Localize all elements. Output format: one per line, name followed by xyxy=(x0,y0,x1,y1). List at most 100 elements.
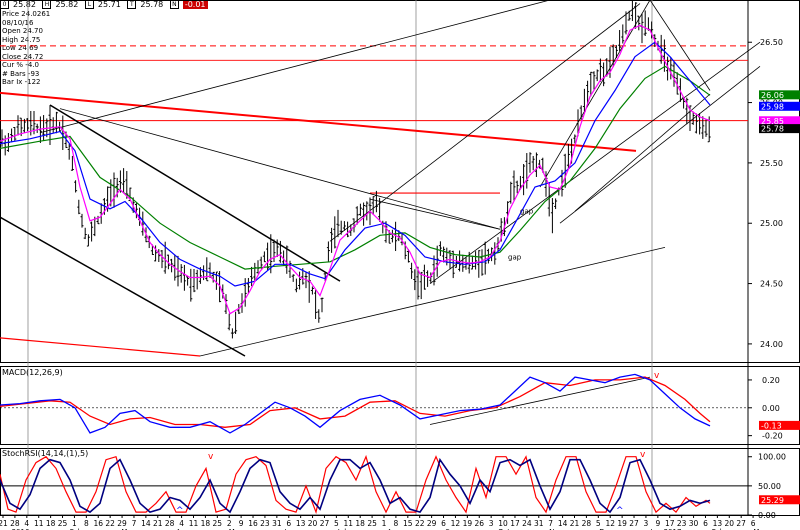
ohlc-bar xyxy=(438,241,442,256)
stochrsi-y-tick-label: 50.00 xyxy=(758,482,781,491)
macd-tag-label: -0.13 xyxy=(761,421,782,430)
ohlc-bar xyxy=(624,11,628,35)
x-tick-label: 30 xyxy=(689,519,699,528)
x-tick-label: 7 xyxy=(132,519,137,528)
ohlc-bar xyxy=(384,221,388,243)
ohlc-bar xyxy=(234,311,238,334)
ohlc-bar xyxy=(419,271,423,300)
x-tick-label: 13 xyxy=(713,519,723,528)
ohlc-bar xyxy=(246,277,250,294)
ohlc-bar xyxy=(483,241,487,275)
ohlc-bar xyxy=(122,168,126,194)
x-tick-label: 23 xyxy=(260,519,270,528)
ohlc-bar xyxy=(227,313,231,331)
info-row: Cur % -4.0 xyxy=(2,61,39,69)
ohlc-bar xyxy=(528,152,532,173)
ohlc-bar xyxy=(573,134,577,144)
ohlc-bar xyxy=(474,251,478,270)
black-trendline xyxy=(49,104,341,282)
x-tick-label: 20 xyxy=(308,519,318,528)
x-tick-label: 24 xyxy=(522,519,532,528)
ohlc-header: 0 25.82 H 25.82 L 25.71 T 25.78 N -0.01 xyxy=(0,0,212,10)
x-tick-label: 5 xyxy=(334,519,339,528)
ohlc-bar xyxy=(86,234,90,247)
ohlc-bar xyxy=(614,45,618,59)
ohlc-bar xyxy=(259,256,263,269)
close-value: 25.78 xyxy=(140,0,164,9)
price-y-tick-label: 25.00 xyxy=(760,219,783,228)
x-tick-label: 28 xyxy=(165,519,175,528)
x-tick-label: 6 xyxy=(441,519,446,528)
ohlc-bar xyxy=(582,88,586,112)
x-tick-label: 22 xyxy=(415,519,425,528)
ohlc-bar xyxy=(48,105,52,145)
ohlc-bar xyxy=(291,274,295,282)
ohlc-bar xyxy=(154,245,158,262)
macd-line xyxy=(0,373,711,434)
ohlc-bar xyxy=(595,69,599,82)
ohlc-bar xyxy=(640,13,644,44)
macd-title: MACD(12,26,9) xyxy=(2,368,63,377)
black-trendline xyxy=(39,0,551,134)
x-month-label: Oct xyxy=(498,528,510,530)
ohlc-bar xyxy=(320,297,324,313)
x-tick-label: 8 xyxy=(84,519,89,528)
x-tick-label: 23 xyxy=(677,519,687,528)
x-tick-label: 2 xyxy=(227,519,232,528)
ohlc-bar xyxy=(317,309,321,323)
ohlc-bar xyxy=(90,221,94,242)
x-month-label: Jan 2016 xyxy=(0,528,30,530)
x-tick-label: 6 xyxy=(751,519,756,528)
price-tag-box xyxy=(759,101,800,111)
ohlc-bar xyxy=(182,264,186,291)
price-tag-label: 25.98 xyxy=(761,102,784,111)
info-row: Low 24.69 xyxy=(2,44,39,52)
ohlc-bar xyxy=(192,268,196,293)
high-value: 25.82 xyxy=(55,0,79,9)
x-tick-label: 16 xyxy=(248,519,258,528)
macd-tag-box xyxy=(759,420,800,430)
ohlc-bar xyxy=(371,196,375,215)
ohlc-bar xyxy=(509,181,513,204)
price-tag-box xyxy=(759,90,800,100)
price-tag-label: 26.06 xyxy=(761,91,784,100)
ohlc-bar xyxy=(208,262,212,278)
ohlc-bar xyxy=(262,251,266,263)
ohlc-bar xyxy=(230,328,234,339)
ohlc-bar xyxy=(704,119,708,137)
ohlc-bar xyxy=(672,60,676,87)
x-month-label: Apr xyxy=(176,528,188,530)
ohlc-bar xyxy=(365,201,369,221)
ohlc-bar xyxy=(413,269,417,291)
ohlc-bar xyxy=(506,201,510,224)
ohlc-bar xyxy=(630,0,633,22)
macd-y-tick-label: -0.20 xyxy=(762,432,783,441)
x-tick-label: 4 xyxy=(179,519,184,528)
x-month-label: Aug xyxy=(387,528,401,530)
stochrsi-marker: ^ xyxy=(616,506,624,516)
ohlc-bar xyxy=(566,144,570,169)
ohlc-bar xyxy=(534,152,538,177)
stochrsi-marker: v xyxy=(640,450,646,460)
ohlc-bar xyxy=(342,221,346,231)
x-tick-label: 21 xyxy=(0,519,8,528)
change-value: -0.01 xyxy=(182,0,208,9)
ohlc-bar xyxy=(477,250,481,278)
black-trendline xyxy=(59,108,501,230)
ohlc-bar xyxy=(621,24,625,44)
ohlc-bar xyxy=(694,113,698,134)
ohlc-bar xyxy=(458,250,462,272)
ohlc-bar xyxy=(598,58,602,82)
price-y-tick-label: 24.50 xyxy=(760,280,783,289)
ohlc-bar xyxy=(186,276,190,286)
info-row: Bar Ix -122 xyxy=(2,78,41,86)
price-tag-box xyxy=(759,116,800,126)
ohlc-bar xyxy=(618,30,622,51)
ohlc-bar xyxy=(451,250,455,279)
ohlc-bar xyxy=(77,199,81,215)
ohlc-bar xyxy=(176,255,180,287)
ohlc-bar xyxy=(275,239,279,258)
ohlc-bar xyxy=(675,72,679,95)
